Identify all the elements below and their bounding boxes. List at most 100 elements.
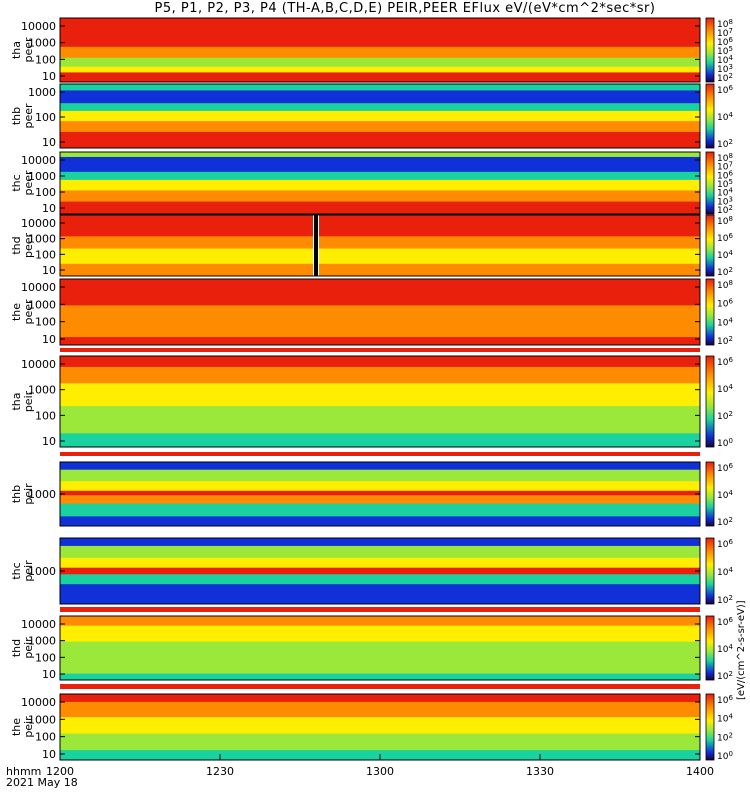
separator-strip (60, 348, 700, 352)
panel-frame (59, 83, 701, 149)
y-tick-label: 100 (35, 248, 56, 261)
panel-ylabel: thepeir (10, 716, 35, 738)
spectrogram-band (60, 190, 700, 203)
spectrogram-band (60, 660, 700, 675)
spectrogram-band (60, 152, 700, 158)
colorbar-tick-label: 102 (717, 670, 733, 682)
spectrogram-band (60, 503, 700, 517)
spectrogram-band (60, 584, 700, 605)
colorbar-tick-label: 102 (717, 138, 733, 150)
spectrogram-band (60, 132, 700, 149)
separator-strip (60, 607, 700, 612)
panel-ylabel: thbpeer (10, 103, 35, 129)
spectrogram-band (60, 305, 700, 326)
colorbar (705, 461, 715, 527)
y-tick-label: 1000 (28, 635, 56, 648)
y-tick-label: 10000 (21, 618, 56, 631)
colorbar-tick-label: 102 (717, 335, 733, 347)
y-tick-label: 10 (42, 70, 56, 83)
colorbar-tick-label: 100 (717, 437, 733, 449)
chart-title: P5, P1, P2, P3, P4 (TH-A,B,C,D,E) PEIR,P… (154, 1, 656, 16)
panel-ylabel: thcpeer (10, 170, 35, 196)
y-tick-label: 100 (35, 731, 56, 744)
spectrogram-band (60, 279, 700, 306)
spectrogram-band (60, 516, 700, 527)
colorbar-tick-label: 106 (717, 84, 733, 96)
colorbar-unit-label: [eV/(cm^2-s-sr-eV)] (736, 600, 747, 700)
colorbar-tick-label: 106 (717, 356, 733, 368)
panel-frame (59, 214, 701, 277)
spectrogram-band (60, 103, 700, 112)
colorbar-tick-label: 104 (717, 249, 733, 261)
spectrogram-band (60, 84, 700, 91)
spectrogram-band (60, 66, 700, 73)
spectrogram-band (60, 545, 700, 559)
spectrogram-band (60, 356, 700, 368)
y-tick-label: 100 (35, 651, 56, 664)
colorbar-tick-label: 106 (717, 462, 733, 474)
y-tick-label: 10 (42, 333, 56, 346)
y-tick-label: 10 (42, 668, 56, 681)
x-tick-label: 1200 (46, 765, 74, 778)
panel-frame (59, 17, 701, 83)
y-tick-label: 1000 (28, 298, 56, 311)
colorbar-tick-label: 106 (717, 694, 733, 706)
y-tick-label: 10000 (21, 154, 56, 167)
panel-ylabel: thepeer (10, 299, 35, 325)
colorbar-tick-label: 108 (717, 215, 733, 227)
y-tick-label: 1000 (28, 384, 56, 397)
spectrogram-band (60, 248, 700, 265)
separator-strip (60, 684, 700, 689)
colorbar (705, 278, 715, 346)
colorbar (705, 83, 715, 149)
y-tick-label: 1000 (28, 170, 56, 183)
date-label: 2021 May 18 (6, 776, 78, 789)
colorbar-tick-label: 102 (717, 72, 733, 84)
x-tick-label: 1330 (526, 765, 554, 778)
y-tick-label: 100 (35, 186, 56, 199)
colorbar (705, 151, 715, 215)
spectrogram-band (60, 433, 700, 448)
panel-ylabel: thdpeer (10, 233, 35, 259)
colorbar-tick-label: 104 (717, 383, 733, 395)
y-tick-label: 1000 (28, 565, 56, 578)
spectrogram-band (60, 490, 700, 496)
y-tick-label: 1000 (28, 233, 56, 246)
colorbar (705, 537, 715, 605)
colorbar-tick-label: 104 (717, 566, 733, 578)
spectrogram-band (60, 733, 700, 751)
spectrogram-band (60, 383, 700, 407)
spectrogram-band (60, 469, 700, 482)
y-tick-label: 100 (35, 409, 56, 422)
y-tick-label: 10000 (21, 217, 56, 230)
spectrogram-band (60, 538, 700, 547)
y-tick-label: 100 (35, 53, 56, 66)
spectrogram-band (60, 406, 700, 434)
y-tick-label: 10000 (21, 358, 56, 371)
spectrogram-band (60, 171, 700, 181)
y-tick-label: 10000 (21, 20, 56, 33)
spectrogram-band (60, 641, 700, 662)
panel-ylabel: thcpeir (10, 560, 35, 582)
spectrogram-band (60, 156, 700, 173)
y-tick-label: 10 (42, 136, 56, 149)
y-tick-label: 1000 (28, 86, 56, 99)
colorbar-tick-label: 104 (717, 111, 733, 123)
y-tick-label: 100 (35, 316, 56, 329)
spectrogram-band (60, 121, 700, 133)
colorbar-tick-label: 102 (717, 516, 733, 528)
panel-frame (59, 278, 701, 346)
spectrogram-band (60, 717, 700, 735)
panel-frame (59, 355, 701, 448)
spectrogram-band (60, 179, 700, 191)
panel-frame (59, 151, 701, 215)
spectrogram-band (60, 110, 700, 122)
colorbar-tick-label: 102 (717, 731, 733, 743)
colorbar (705, 615, 715, 681)
x-tick-label: 1230 (206, 765, 234, 778)
colorbar-tick-label: 104 (717, 643, 733, 655)
colorbar-tick-label: 106 (717, 616, 733, 628)
spectrogram-band (60, 325, 700, 338)
colorbar-tick-label: 104 (717, 713, 733, 725)
colorbar-tick-label: 104 (717, 489, 733, 501)
